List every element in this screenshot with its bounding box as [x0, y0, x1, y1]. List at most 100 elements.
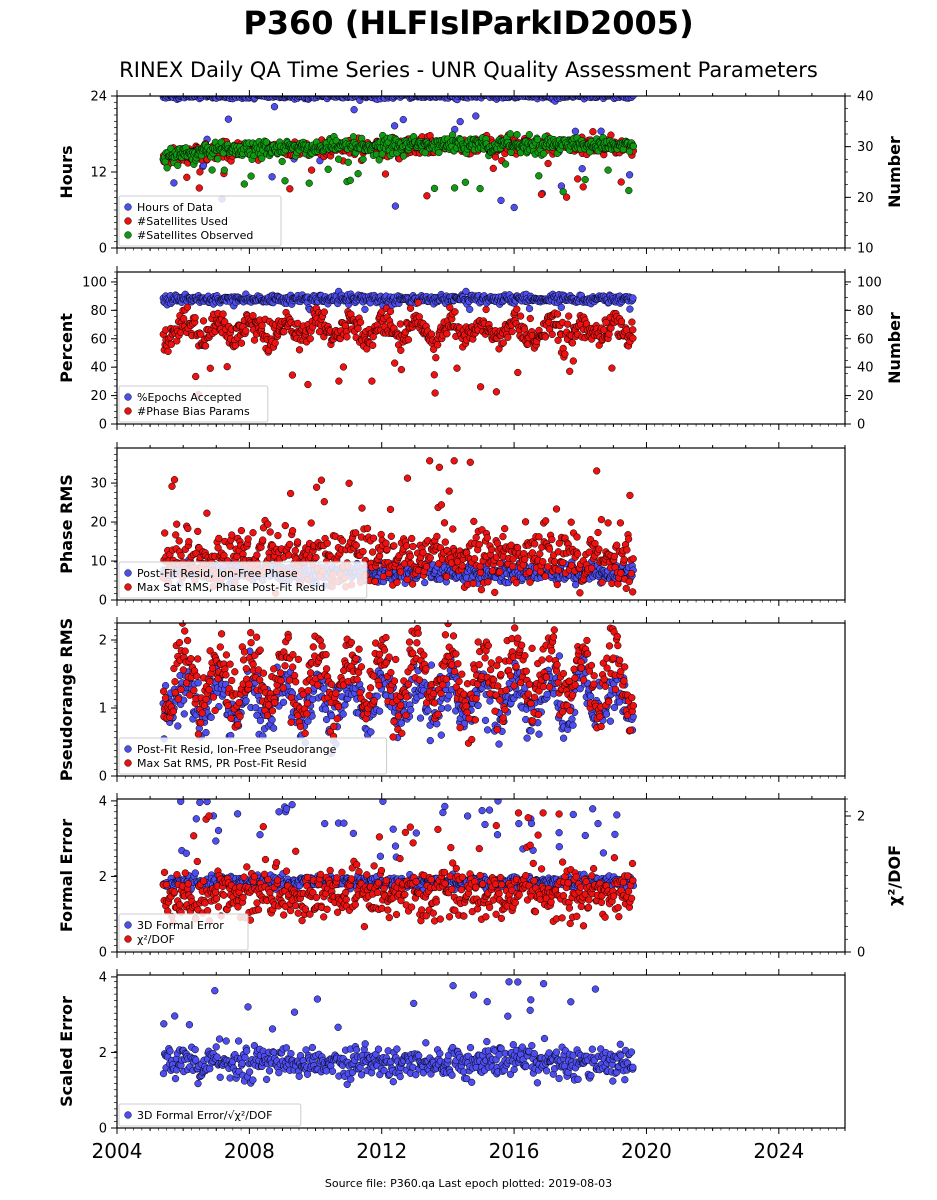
- data-point-2: [545, 545, 554, 553]
- data-point-2: [385, 569, 393, 578]
- data-point-1: [391, 202, 400, 210]
- data-point-1: [270, 103, 279, 111]
- y-tick-label: 20: [90, 389, 107, 404]
- data-point-1: [488, 96, 493, 97]
- data-point-2: [368, 548, 377, 556]
- y-tick-label: 0: [99, 242, 107, 257]
- data-point-2: [345, 479, 353, 487]
- data-point-2: [249, 529, 257, 537]
- y-right-tick-label: 40: [857, 361, 874, 376]
- data-point-2: [317, 476, 326, 484]
- data-point-2: [512, 579, 520, 587]
- data-point-2: [426, 457, 434, 465]
- legend-box: [118, 195, 282, 247]
- legend-marker: [124, 569, 132, 577]
- data-point-2: [291, 547, 299, 555]
- data-point-3: [435, 148, 443, 157]
- data-point-2: [626, 491, 634, 500]
- data-point-2: [565, 312, 573, 320]
- data-point-2: [363, 524, 372, 533]
- data-point-2: [437, 501, 446, 509]
- legend-box: [118, 385, 269, 423]
- data-point-2: [369, 341, 377, 349]
- data-point-2: [397, 365, 406, 374]
- data-point-1: [350, 106, 358, 114]
- data-point-2: [281, 521, 289, 530]
- data-point-2: [429, 345, 438, 353]
- data-point-3: [346, 176, 354, 184]
- data-point-2: [274, 531, 282, 540]
- data-point-2: [607, 131, 615, 139]
- data-point-3: [625, 186, 633, 195]
- data-point-2: [196, 168, 204, 176]
- data-point-1: [557, 303, 565, 311]
- data-point-2: [249, 312, 257, 320]
- y-right-tick-label: 100: [857, 275, 882, 290]
- data-point-2: [304, 380, 312, 389]
- data-point-2: [397, 568, 405, 576]
- data-point-2: [183, 173, 191, 181]
- data-point-2: [573, 533, 581, 541]
- data-point-2: [567, 518, 575, 526]
- data-point-3: [476, 184, 484, 193]
- data-point-1: [224, 115, 233, 123]
- data-point-2: [488, 567, 497, 575]
- legend-label: %Epochs Accepted: [137, 391, 242, 404]
- data-point-2: [419, 549, 427, 557]
- y-axis-label: Phase RMS: [57, 474, 76, 574]
- panel-2: 0 20 40 60 80 100 0 20 40 60 80 100 Percent Number %Ep…: [57, 266, 904, 433]
- data-point-2: [423, 192, 431, 200]
- data-point-3: [450, 184, 459, 192]
- data-point-1: [629, 96, 637, 100]
- data-point-2: [623, 546, 631, 554]
- data-point-2: [604, 519, 612, 527]
- data-point-2: [470, 555, 479, 563]
- data-point-2: [579, 183, 587, 191]
- data-point-3: [421, 149, 429, 157]
- data-point-2: [335, 377, 343, 385]
- y-right-tick-label: 60: [857, 332, 874, 347]
- legend-label: #Phase Bias Params: [137, 405, 250, 418]
- y-axis-label: Percent: [57, 313, 76, 383]
- data-point-2: [617, 317, 626, 326]
- data-point-2: [408, 534, 416, 543]
- legend-label: #Satellites Observed: [137, 229, 253, 242]
- data-point-1: [597, 127, 605, 135]
- data-point-2: [426, 554, 434, 562]
- data-point-2: [458, 562, 466, 570]
- data-point-2: [569, 357, 577, 365]
- data-point-1: [472, 112, 480, 120]
- data-point-3: [604, 166, 612, 174]
- data-point-2: [561, 350, 569, 358]
- y-tick-label: 20: [90, 516, 107, 531]
- data-point-3: [629, 142, 638, 150]
- y-tick-label: 100: [82, 275, 107, 290]
- data-point-2: [449, 525, 457, 533]
- data-point-2: [535, 533, 543, 541]
- data-point-3: [535, 172, 543, 180]
- data-point-1: [436, 575, 444, 583]
- data-point-2: [266, 528, 274, 536]
- data-point-2: [559, 558, 567, 567]
- data-point-1: [497, 196, 505, 205]
- data-point-2: [613, 541, 621, 549]
- data-point-3: [559, 188, 567, 196]
- data-point-2: [554, 336, 562, 344]
- data-point-2: [320, 308, 328, 316]
- data-point-3: [513, 131, 521, 139]
- data-point-2: [183, 303, 192, 311]
- data-point-2: [219, 310, 227, 318]
- data-point-2: [408, 580, 417, 588]
- data-point-2: [226, 542, 234, 550]
- data-point-2: [616, 519, 625, 527]
- data-point-3: [525, 131, 533, 139]
- data-point-2: [489, 164, 497, 173]
- data-point-2: [589, 128, 597, 136]
- data-point-2: [470, 517, 478, 526]
- data-point-2: [402, 542, 411, 550]
- data-point-2: [562, 193, 571, 201]
- legend-marker: [124, 217, 132, 225]
- data-point-2: [387, 532, 395, 540]
- data-point-2: [622, 584, 630, 593]
- data-point-2: [383, 545, 391, 554]
